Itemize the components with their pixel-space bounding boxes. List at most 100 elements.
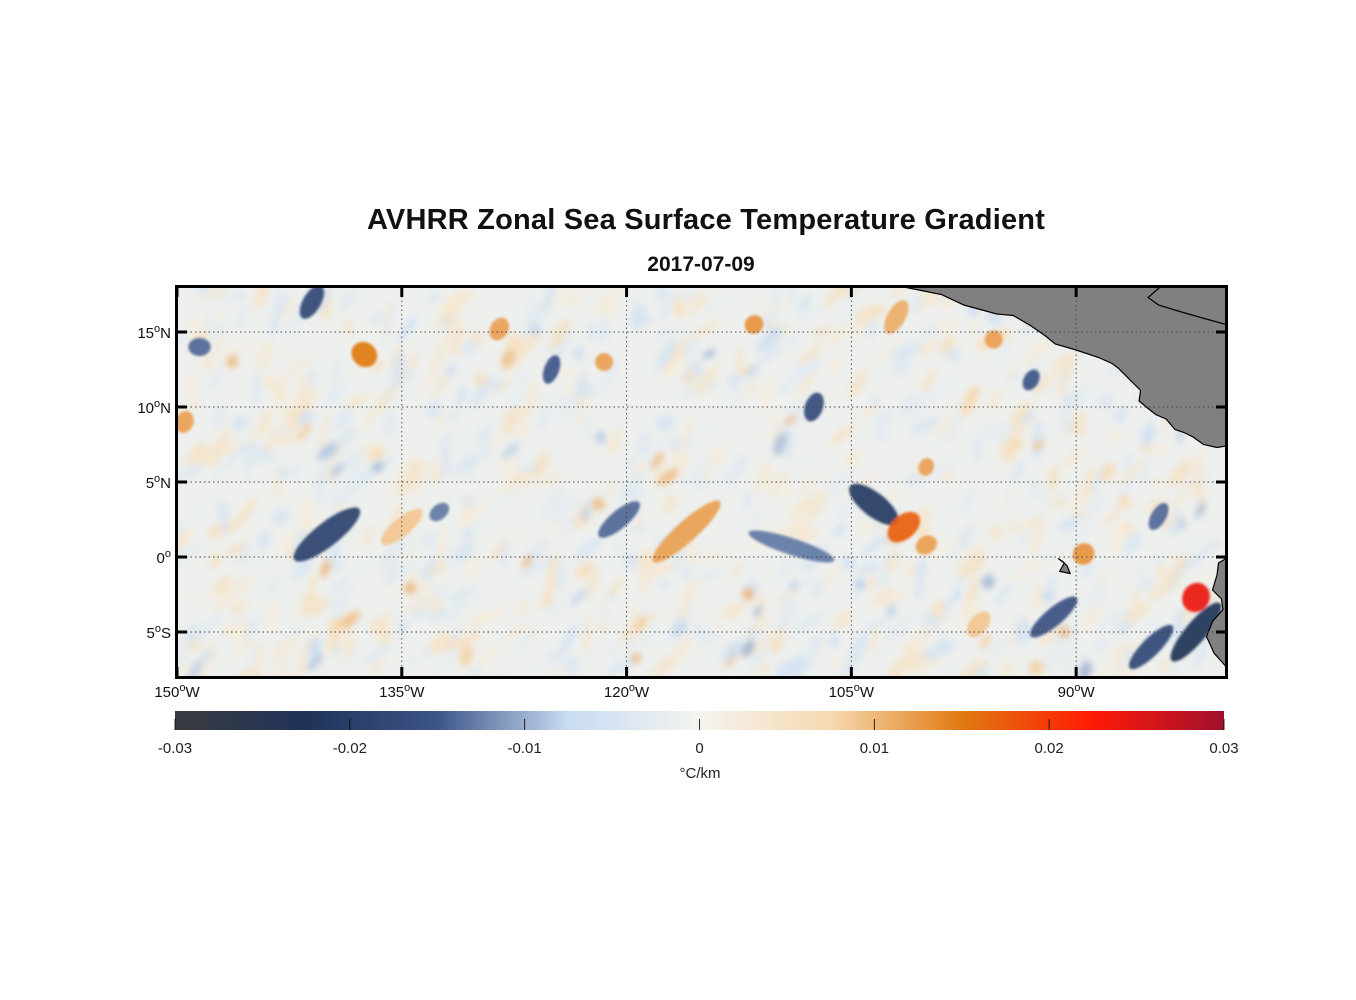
texture-blob [1015, 617, 1031, 646]
texture-blob [271, 635, 297, 661]
texture-blob [981, 574, 995, 589]
positive-gradient-feature [351, 341, 378, 368]
texture-blob [1154, 566, 1167, 592]
texture-blob [288, 387, 308, 423]
texture-blob [385, 466, 405, 500]
texture-blob [243, 640, 258, 677]
texture-blob [628, 522, 647, 535]
texture-blob [316, 485, 349, 502]
texture-blob [672, 617, 688, 639]
texture-blob [207, 369, 223, 392]
texture-blob [874, 335, 903, 366]
texture-blob [912, 389, 926, 426]
texture-blob [771, 638, 783, 654]
texture-blob [1101, 507, 1123, 526]
texture-blob [383, 297, 395, 341]
negative-gradient-feature [1128, 624, 1174, 670]
texture-blob [591, 497, 605, 511]
texture-blob [401, 532, 415, 554]
texture-blob [286, 358, 314, 373]
texture-blob [469, 667, 482, 677]
texture-blob [656, 414, 675, 431]
texture-blob [213, 403, 226, 428]
texture-blob [419, 377, 434, 390]
texture-blob [511, 297, 518, 309]
texture-blob [461, 586, 501, 606]
texture-blob [1079, 563, 1097, 579]
negative-gradient-feature [598, 501, 640, 538]
texture-blob [1074, 596, 1090, 613]
texture-blob [788, 579, 800, 591]
texture-blob [186, 316, 208, 333]
texture-blob [339, 645, 362, 668]
texture-blob [454, 384, 468, 409]
texture-blob [545, 554, 561, 591]
texture-blob [322, 440, 344, 480]
texture-blob [264, 585, 282, 606]
texture-blob [954, 545, 984, 574]
texture-blob [615, 540, 625, 553]
texture-blob [607, 576, 624, 597]
texture-blob [529, 323, 542, 337]
texture-blob [247, 637, 254, 650]
positive-gradient-feature [984, 330, 1003, 349]
texture-blob [547, 651, 560, 665]
texture-blob [1115, 406, 1127, 423]
texture-blob [1007, 373, 1023, 383]
texture-blob [639, 623, 658, 651]
texture-blob [1127, 588, 1138, 619]
texture-blob [746, 513, 766, 530]
texture-blob [571, 346, 586, 361]
texture-blob [1002, 657, 1009, 673]
texture-blob [691, 365, 720, 394]
texture-blob [703, 466, 739, 493]
texture-blob [944, 662, 962, 677]
texture-blob [694, 461, 709, 476]
negative-gradient-feature [293, 507, 361, 562]
texture-blob [771, 287, 783, 312]
positive-gradient-feature [884, 300, 909, 334]
texture-blob [343, 393, 372, 409]
texture-blob [463, 495, 473, 518]
texture-blob [842, 555, 857, 570]
latitude-label: 15oN [137, 323, 171, 342]
texture-blob [1092, 425, 1098, 449]
texture-blob [859, 522, 872, 535]
texture-blob [682, 566, 693, 579]
texture-blob [282, 297, 297, 322]
texture-blob [755, 460, 772, 494]
texture-blob [1141, 457, 1149, 491]
texture-blob [358, 439, 380, 459]
texture-blob [1122, 531, 1142, 556]
texture-blob [829, 425, 855, 445]
texture-blob [498, 377, 513, 391]
texture-blob [922, 323, 938, 339]
texture-blob [956, 598, 974, 630]
texture-blob [763, 310, 776, 329]
texture-blob [1062, 653, 1092, 672]
texture-blob [616, 472, 648, 502]
texture-blob [369, 312, 383, 325]
texture-blob [382, 380, 397, 403]
texture-blob [456, 502, 487, 529]
texture-blob [1073, 424, 1088, 437]
texture-blob [652, 654, 679, 677]
texture-blob [1188, 442, 1207, 452]
texture-blob [594, 606, 606, 626]
texture-blob [564, 379, 573, 398]
texture-blob [989, 387, 1002, 410]
texture-blob [783, 415, 798, 426]
land-layer [903, 287, 1226, 668]
texture-blob [961, 555, 986, 579]
texture-blob [1195, 501, 1206, 519]
texture-blob [1047, 574, 1058, 595]
texture-blob [178, 590, 193, 603]
texture-blob [409, 650, 416, 672]
land-central-america [903, 287, 1226, 449]
negative-gradient-feature [804, 392, 824, 422]
texture-blob [896, 346, 910, 379]
texture-blob [403, 581, 417, 595]
texture-blob [1017, 534, 1028, 545]
texture-blob [871, 626, 879, 655]
texture-blob [623, 551, 638, 571]
